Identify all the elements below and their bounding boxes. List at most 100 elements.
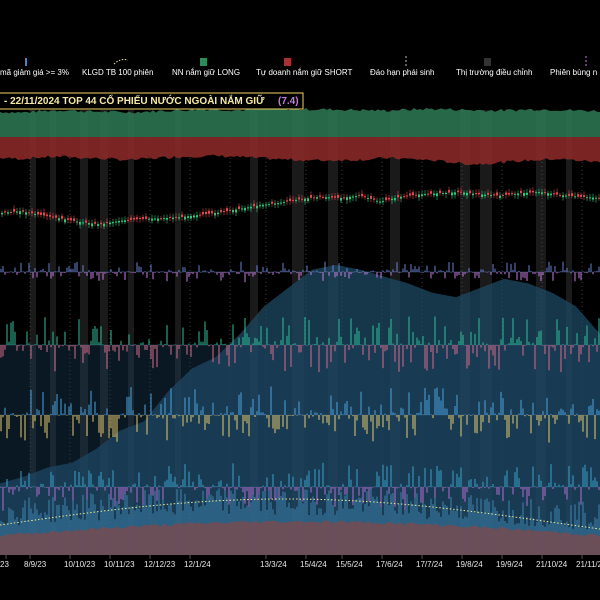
candle bbox=[7, 212, 9, 214]
candle bbox=[67, 218, 69, 220]
candle bbox=[577, 194, 579, 197]
candle bbox=[436, 193, 438, 197]
candle bbox=[526, 192, 528, 195]
candle bbox=[505, 192, 507, 195]
candle bbox=[277, 203, 279, 205]
legend-label: Tự doanh nắm giữ SHORT bbox=[256, 68, 352, 77]
candle bbox=[424, 194, 426, 196]
candle bbox=[316, 197, 318, 199]
candle bbox=[223, 211, 225, 213]
candle bbox=[325, 197, 327, 199]
candle bbox=[208, 210, 210, 214]
candle bbox=[394, 198, 396, 201]
candle bbox=[268, 204, 270, 206]
candle bbox=[61, 215, 63, 219]
candle bbox=[307, 198, 309, 202]
candle bbox=[151, 218, 153, 221]
candle bbox=[43, 212, 45, 216]
candle bbox=[64, 219, 66, 223]
candle bbox=[475, 193, 477, 195]
candle bbox=[238, 206, 240, 209]
candle bbox=[433, 193, 435, 196]
candle bbox=[196, 215, 198, 218]
candle bbox=[175, 216, 177, 218]
candle bbox=[94, 221, 96, 224]
candle bbox=[34, 213, 36, 215]
candle bbox=[385, 197, 387, 201]
candle bbox=[217, 212, 219, 215]
candle bbox=[235, 209, 237, 213]
candle bbox=[328, 197, 330, 199]
candle bbox=[100, 222, 102, 225]
breadth-area bbox=[0, 265, 600, 555]
correction-zone bbox=[30, 110, 36, 555]
candle bbox=[547, 193, 549, 196]
candle bbox=[127, 219, 129, 221]
candle bbox=[487, 192, 489, 195]
candle bbox=[109, 222, 111, 225]
candle bbox=[142, 216, 144, 219]
legend-marker bbox=[113, 59, 129, 65]
x-tick-label: 12/1/24 bbox=[184, 560, 211, 569]
x-axis: 23 8/9/23 10/10/23 10/11/23 12/12/23 12/1/24 1… bbox=[0, 555, 600, 569]
candle bbox=[157, 218, 159, 221]
candle bbox=[541, 192, 543, 194]
candle bbox=[265, 204, 267, 206]
candle bbox=[592, 197, 594, 200]
candle bbox=[529, 190, 531, 193]
holding-panel bbox=[0, 107, 600, 166]
candle bbox=[187, 216, 189, 218]
candle bbox=[451, 192, 453, 196]
candle bbox=[340, 197, 342, 201]
title-text: - 22/11/2024 TOP 44 CỔ PHIẾU NƯỚC NGOÀI … bbox=[4, 94, 265, 107]
candle bbox=[31, 211, 33, 214]
candle bbox=[79, 222, 81, 225]
candle bbox=[388, 197, 390, 200]
candle bbox=[16, 211, 18, 213]
candle bbox=[49, 215, 51, 217]
candle bbox=[493, 194, 495, 196]
candle bbox=[361, 193, 363, 197]
candle bbox=[580, 194, 582, 197]
candle bbox=[4, 211, 6, 213]
candle bbox=[229, 209, 231, 211]
candle bbox=[418, 194, 420, 198]
legend-marker bbox=[200, 58, 207, 66]
candle bbox=[379, 201, 381, 203]
candle bbox=[448, 189, 450, 193]
candle bbox=[289, 198, 291, 201]
candle bbox=[412, 192, 414, 196]
x-tick-label: 10/10/23 bbox=[64, 560, 96, 569]
x-tick-label: 8/9/23 bbox=[24, 560, 47, 569]
candle bbox=[565, 195, 567, 197]
candle bbox=[304, 198, 306, 202]
candle bbox=[481, 194, 483, 198]
candle bbox=[76, 221, 78, 223]
candle bbox=[364, 196, 366, 198]
candle bbox=[490, 195, 492, 197]
candle bbox=[589, 197, 591, 199]
candle bbox=[466, 192, 468, 196]
volume-panel bbox=[0, 487, 600, 555]
breadth-panel bbox=[0, 265, 600, 555]
candle bbox=[283, 202, 285, 204]
candle bbox=[322, 196, 324, 198]
candle bbox=[583, 195, 585, 198]
candle bbox=[370, 195, 372, 199]
candle bbox=[280, 202, 282, 204]
title-value: (7.4) bbox=[278, 96, 299, 107]
candle bbox=[355, 196, 357, 198]
candle bbox=[271, 201, 273, 204]
candle bbox=[97, 224, 99, 226]
volume-red-area bbox=[0, 520, 600, 555]
price-panel bbox=[1, 186, 600, 230]
candle bbox=[334, 196, 336, 198]
candle bbox=[343, 197, 345, 199]
candle bbox=[88, 223, 90, 225]
candle bbox=[1, 212, 3, 215]
candle bbox=[112, 222, 114, 224]
candle bbox=[367, 198, 369, 199]
candle bbox=[298, 197, 300, 200]
short-holding-area bbox=[0, 137, 600, 166]
candle bbox=[214, 213, 216, 216]
